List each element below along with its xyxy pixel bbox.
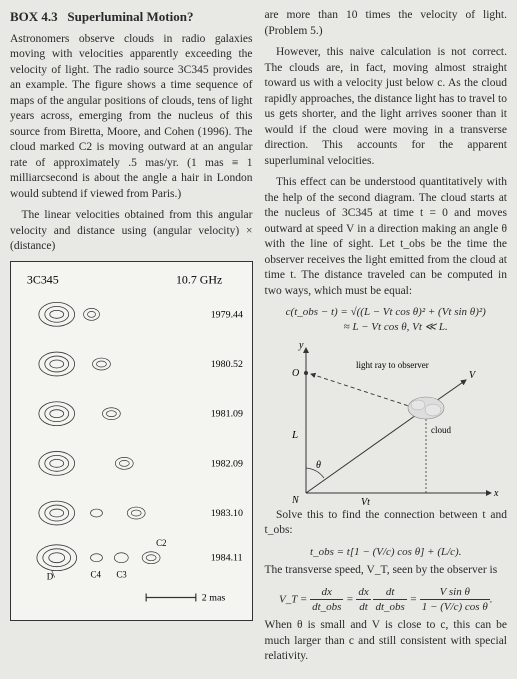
svg-text:x: x [493, 488, 499, 499]
epoch-row-1: 1980.52 [39, 352, 243, 376]
fig-freq-label: 10.7 GHz [176, 272, 222, 286]
last-para: When θ is small and V is close to c, thi… [265, 618, 508, 665]
right-para-2: However, this naive calculation is not c… [265, 45, 508, 169]
right-para-3: This effect can be understood quantitati… [265, 175, 508, 299]
svg-text:C3: C3 [116, 569, 127, 579]
svg-text:C4: C4 [91, 569, 102, 579]
svg-text:Vt: Vt [361, 497, 370, 508]
svg-text:y: y [298, 340, 304, 351]
left-para-2: The linear velocities obtained from this… [10, 208, 253, 255]
solve-text: Solve this to find the connection betwee… [265, 508, 508, 539]
vt-text: The transverse speed, V_T, seen by the o… [265, 563, 508, 579]
contour-figure: 3C345 10.7 GHz 1979.44 [10, 261, 253, 621]
epoch-row-2: 1981.09 [39, 402, 243, 426]
epoch-row-5: 1984.11 D C4 C3 C2 [37, 538, 243, 582]
epoch-row-3: 1982.09 [39, 451, 243, 475]
svg-text:1979.44: 1979.44 [211, 309, 243, 320]
svg-text:cloud: cloud [431, 425, 451, 435]
svg-text:O: O [292, 368, 299, 379]
svg-text:1980.52: 1980.52 [211, 359, 243, 370]
svg-text:θ: θ [316, 460, 321, 471]
equation-1: c(t_obs − t) = √((L − Vt cos θ)² + (Vt s… [265, 305, 508, 334]
svg-text:C2: C2 [156, 538, 166, 548]
right-para-1: are more than 10 times the velocity of l… [265, 8, 508, 39]
equation-3: V_T = dxdt_obs = dxdt dtdt_obs = V sin θ… [265, 585, 508, 615]
epoch-row-4: 1983.10 [39, 501, 243, 525]
epoch-row-0: 1979.44 [39, 302, 243, 326]
contour-svg: 3C345 10.7 GHz 1979.44 [17, 268, 246, 614]
svg-text:1983.10: 1983.10 [211, 508, 243, 519]
scale-label: 2 mas [202, 592, 226, 603]
box-number: BOX 4.3 [10, 9, 58, 24]
box-title: BOX 4.3 Superluminal Motion? [10, 8, 253, 26]
geometry-diagram: x y O N L Vt θ light ray to observer V⃗ [266, 338, 506, 508]
svg-text:N: N [291, 495, 300, 506]
svg-text:V⃗: V⃗ [469, 370, 483, 381]
svg-text:1984.11: 1984.11 [211, 552, 243, 563]
left-para-1: Astronomers observe clouds in radio gala… [10, 32, 253, 203]
svg-text:1982.09: 1982.09 [211, 458, 243, 469]
svg-text:L: L [291, 429, 298, 441]
svg-text:light ray to observer: light ray to observer [356, 360, 429, 370]
fig-source-label: 3C345 [27, 272, 59, 286]
box-title-text: Superluminal Motion? [67, 9, 193, 24]
svg-text:1981.09: 1981.09 [211, 408, 243, 419]
equation-2: t_obs = t[1 − (V/c) cos θ] + (L/c). [265, 545, 508, 559]
